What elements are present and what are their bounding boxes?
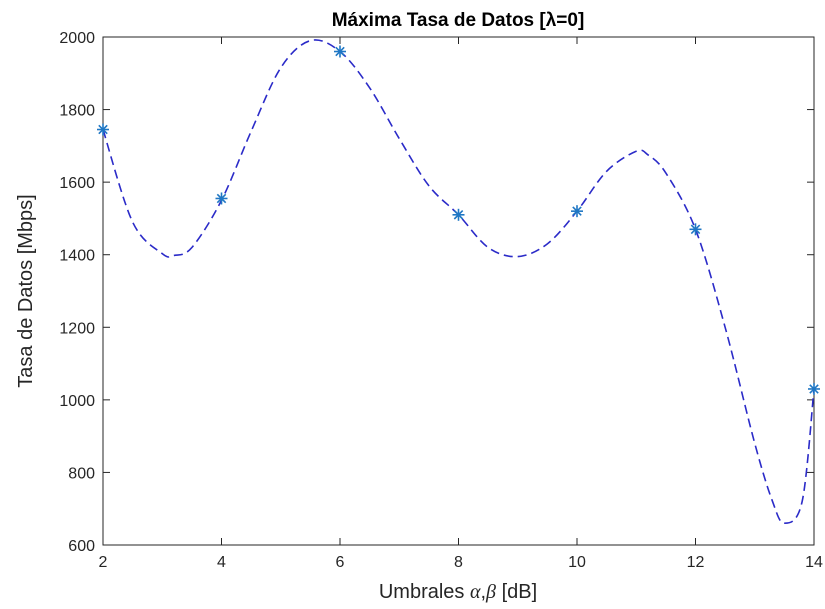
y-axis-label: Tasa de Datos [Mbps]: [15, 194, 37, 387]
data-point-marker: [689, 223, 702, 236]
x-tick-label: 12: [687, 554, 705, 571]
x-tick-label: 10: [568, 554, 586, 571]
y-tick-label: 600: [68, 538, 95, 555]
x-tick-label: 2: [99, 554, 108, 571]
y-tick-label: 1000: [59, 393, 95, 410]
y-tick-label: 1200: [59, 320, 95, 337]
y-tick-label: 800: [68, 465, 95, 482]
x-ticks: 2 4 6 8 10 12 14: [99, 37, 823, 571]
x-tick-label: 14: [805, 554, 823, 571]
data-point-marker: [215, 192, 228, 205]
x-tick-label: 8: [454, 554, 463, 571]
y-tick-label: 1400: [59, 248, 95, 265]
x-tick-label: 4: [217, 554, 226, 571]
data-point-marker: [334, 45, 346, 58]
y-tick-label: 2000: [59, 30, 95, 47]
x-tick-label: 6: [336, 554, 345, 571]
y-tick-label: 1800: [59, 103, 95, 120]
x-axis-label: Umbrales α,β [dB]: [379, 581, 537, 603]
data-point-marker: [571, 205, 583, 218]
plot-area: [102, 36, 815, 546]
data-point-marker: [808, 382, 820, 395]
data-point-marker: [97, 123, 109, 136]
chart-title: Máxima Tasa de Datos [λ=0]: [332, 10, 585, 31]
data-point-marker: [452, 208, 465, 221]
y-ticks: 600 800 1000 1200 1400 1600 1800 2000: [59, 30, 814, 555]
series-curve: [102, 39, 815, 525]
y-tick-label: 1600: [59, 175, 95, 192]
series-markers: [97, 45, 820, 395]
